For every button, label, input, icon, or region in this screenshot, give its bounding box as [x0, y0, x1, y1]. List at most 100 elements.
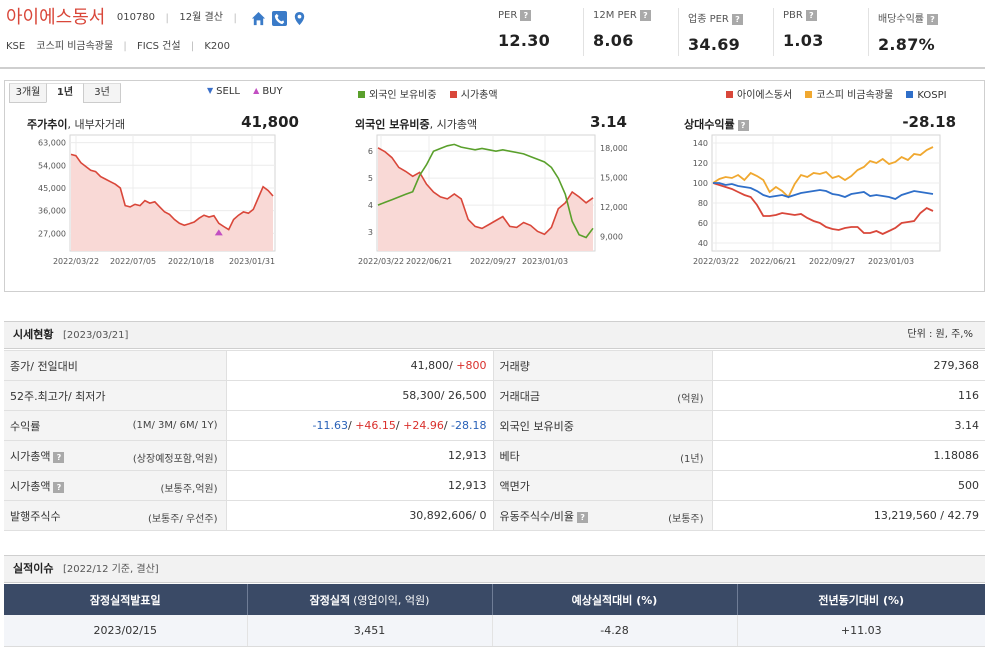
quote-section-header: 시세현황 [2023/03/21] 단위 : 원, 주,% [4, 321, 985, 349]
company-name: 아이에스동서 [6, 7, 106, 28]
x-tick-label: 2022/03/22 [693, 257, 739, 266]
metric-label: PBR [783, 10, 803, 21]
metric-label: 배당수익률 [878, 14, 924, 25]
y-tick-label: 80 [698, 199, 708, 208]
relative-chart-plot: 140 120 100 80 60 40 2022/03/22 2022/06/21 2022/… [693, 134, 941, 266]
quote-table: 종가/ 전일대비 41,800/ +800 거래량 279,368 52주.최고… [4, 350, 985, 531]
stock-code: 010780 [116, 12, 156, 23]
table-row: 종가/ 전일대비 41,800/ +800 거래량 279,368 [4, 350, 985, 381]
value-foreign-ratio: 3.14 [712, 410, 985, 441]
tab-3y[interactable]: 3년 [83, 83, 121, 103]
section-date: [2022/12 기준, 결산] [62, 564, 159, 575]
location-pin-icon[interactable] [292, 11, 307, 26]
table-row: 시가총액? (보통주,억원) 12,913 액면가 500 [4, 470, 985, 501]
help-icon[interactable]: ? [737, 120, 749, 131]
marketcap-line [377, 147, 594, 236]
chart-panel: 3개월 1년 3년 ▼ SELL ▲ BUY 외국인 보유비중 시가총액 아이에스동… [4, 80, 985, 292]
x-tick-label: 2022/03/22 [358, 257, 404, 266]
legend-kospi: KOSPI [906, 90, 947, 101]
col-vs-estimate: 예상실적대비 (%) [492, 584, 738, 615]
x-tick-label: 2023/01/03 [868, 257, 914, 266]
x-tick-label: 2022/06/21 [750, 257, 796, 266]
value-market-cap-common: 12,913 [226, 470, 494, 501]
company-return-line [712, 182, 934, 235]
help-icon[interactable]: ? [520, 10, 532, 21]
label-float-shares: 유동주식수/비율? (보통주) [493, 500, 713, 531]
triangle-up-icon: ▲ [253, 86, 260, 95]
help-icon[interactable]: ? [639, 10, 651, 21]
legend-sell: ▼ SELL [207, 86, 240, 97]
label-trading-value: 거래대금 (억원) [493, 380, 713, 411]
table-row: 발행주식수 (보통주/ 우선주) 30,892,606/ 0 유동주식수/비율?(… [4, 500, 985, 531]
home-icon[interactable] [251, 11, 266, 26]
label-par-value: 액면가 [493, 470, 713, 501]
fiscal-month: 12월 결산 [179, 12, 223, 23]
cell-announce-date: 2023/02/15 [4, 615, 248, 647]
company-info: 아이에스동서 010780 | 12월 결산 | KSE 코스피 비금속광물 |… [6, 6, 309, 52]
help-icon[interactable]: ? [577, 511, 589, 523]
metric-dividend-yield: 배당수익률? 2.87% [868, 0, 963, 67]
y-left-tick-label: 5 [368, 174, 373, 183]
chart-current-value: 3.14 [589, 113, 627, 131]
y-tick-label: 120 [693, 159, 708, 168]
tab-3m[interactable]: 3개월 [9, 83, 47, 103]
index-membership: K200 [204, 41, 230, 52]
section-title: 실적이슈 [13, 562, 54, 575]
value-float-shares: 13,219,560 / 42.79 [712, 500, 985, 531]
period-tabs: 3개월 1년 3년 [9, 83, 121, 103]
metric-value: 12.30 [498, 31, 551, 50]
stock-header: 아이에스동서 010780 | 12월 결산 | KSE 코스피 비금속광물 |… [0, 0, 985, 69]
table-header-row: 잠정실적발표일 잠정실적 (영업이익, 억원) 예상실적대비 (%) 전년동기대비… [4, 584, 985, 615]
tab-1y[interactable]: 1년 [46, 83, 84, 103]
help-icon[interactable]: ? [731, 14, 743, 25]
col-yoy: 전년동기대비 (%) [737, 584, 985, 615]
y-left-tick-label: 4 [368, 201, 373, 210]
earnings-table: 잠정실적발표일 잠정실적 (영업이익, 억원) 예상실적대비 (%) 전년동기대비… [4, 584, 985, 647]
section-date: [2023/03/21] [62, 330, 129, 341]
chart-current-value: 41,800 [241, 113, 299, 131]
value-52w-range: 58,300/ 26,500 [226, 380, 494, 411]
header-icons [251, 6, 309, 30]
label-returns: 수익률 (1M/ 3M/ 6M/ 1Y) [4, 410, 227, 441]
help-icon[interactable]: ? [53, 481, 65, 493]
foreign-ratio-line [377, 143, 594, 239]
market-name: KSE [6, 41, 26, 52]
y-right-tick-label: 15,000 [600, 173, 627, 182]
y-tick-label: 40 [698, 239, 708, 248]
cell-vs-estimate: -4.28 [492, 615, 738, 647]
metric-value: 8.06 [593, 31, 634, 50]
value-beta: 1.18086 [712, 440, 985, 471]
metric-pbr: PBR? 1.03 [773, 0, 868, 67]
kospi-sector: 코스피 비금속광물 [36, 41, 114, 52]
y-tick-label: 45,000 [38, 184, 66, 193]
help-icon[interactable]: ? [53, 451, 65, 463]
chart-title: 상대수익률 [684, 118, 735, 131]
value-returns: -11.63/ +46.15/ +24.96/ -28.18 [226, 410, 494, 441]
label-close-change: 종가/ 전일대비 [4, 350, 227, 381]
triangle-down-icon: ▼ [207, 86, 214, 95]
metric-label: PER [498, 10, 518, 21]
x-tick-label: 2022/09/27 [470, 257, 516, 266]
chart-title: 주가추이 [27, 118, 68, 131]
marketcap-area [378, 147, 593, 251]
foreign-legend: 외국인 보유비중 시가총액 [358, 86, 508, 101]
x-tick-label: 2022/10/18 [168, 257, 214, 266]
label-volume: 거래량 [493, 350, 713, 381]
phone-icon[interactable] [271, 10, 287, 26]
chart-title: 외국인 보유비중 [355, 118, 430, 131]
price-chart-plot: 63,000 54,000 45,000 36,000 27,000 2022/03/22… [38, 134, 276, 266]
label-foreign-ratio: 외국인 보유비중 [493, 410, 713, 441]
help-icon[interactable]: ? [805, 10, 817, 21]
table-row: 52주.최고가/ 최저가 58,300/ 26,500 거래대금 (억원) 116 [4, 380, 985, 411]
help-icon[interactable]: ? [927, 14, 938, 25]
cell-preliminary: 3,451 [247, 615, 493, 647]
table-row: 시가총액? (상장예정포함,억원) 12,913 베타 (1년) 1.18086 [4, 440, 985, 471]
chart-subtitle: , 내부자거래 [67, 118, 126, 131]
value-volume: 279,368 [712, 350, 985, 381]
label-shares-issued: 발행주식수 (보통주/ 우선주) [4, 500, 227, 531]
price-area [71, 154, 273, 251]
y-right-tick-label: 12,000 [600, 203, 627, 212]
metric-label: 12M PER [593, 10, 637, 21]
legend-marketcap: 시가총액 [449, 90, 498, 101]
